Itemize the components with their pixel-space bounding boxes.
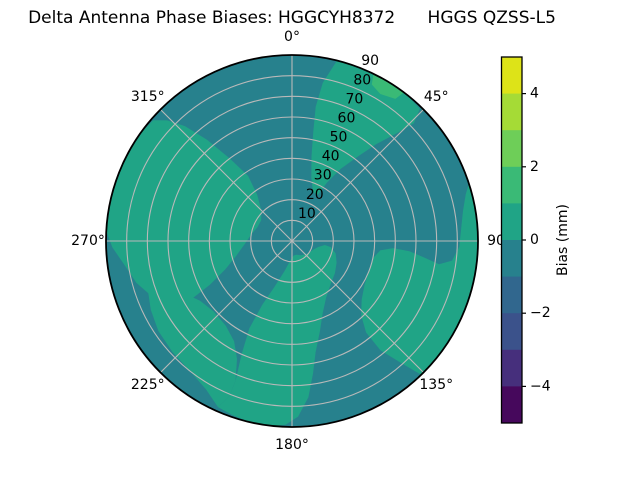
theta-tick-label-0: 0°	[284, 29, 300, 45]
grid-spoke-315	[160, 109, 293, 242]
contour-region-lower-left-band	[148, 292, 237, 408]
colorbar-band-2	[501, 130, 522, 168]
polar-rim	[105, 54, 479, 428]
colorbar-tick-label--4: −4	[530, 378, 551, 394]
theta-tick-label-45: 45°	[424, 89, 449, 105]
colorbar-band-4	[501, 203, 522, 241]
radial-tick-label-50: 50	[330, 130, 348, 146]
theta-tick-label-225: 225°	[131, 377, 165, 393]
radial-tick-label-70: 70	[345, 91, 363, 107]
theta-tick-label-315: 315°	[131, 89, 165, 105]
colorbar-tick-label-2: 2	[530, 159, 539, 175]
colorbar-tick-label-4: 4	[530, 86, 539, 102]
radial-tick-label-30: 30	[314, 168, 332, 184]
colorbar-band-1	[501, 93, 522, 131]
theta-tick-label-270: 270°	[71, 233, 105, 249]
colorbar-band-0	[501, 57, 522, 95]
colorbar-band-7	[501, 313, 522, 351]
contour-region-upper-left-lobe	[106, 120, 262, 308]
colorbar-band-6	[501, 276, 522, 314]
colorbar-band-8	[501, 349, 522, 387]
radial-tick-label-40: 40	[322, 149, 340, 165]
radial-tick-label-80: 80	[353, 72, 371, 88]
theta-tick-label-90: 90	[487, 233, 505, 249]
radial-tick-label-20: 20	[306, 187, 324, 203]
theta-tick-label-180: 180°	[275, 437, 309, 453]
colorbar-tick-label--2: −2	[530, 305, 551, 321]
contour-region-lower-right-lobe	[361, 183, 478, 375]
colorbar-band-9	[501, 386, 522, 424]
radial-tick-label-90: 90	[361, 53, 379, 69]
theta-tick-label-135: 135°	[419, 377, 453, 393]
colorbar-tick-label-0: 0	[530, 232, 539, 248]
colorbar-band-3	[501, 166, 522, 204]
contour-region-bottom-tongue-and-center	[218, 245, 337, 426]
colorbar-axis-label: Bias (mm)	[555, 204, 571, 276]
grid-spoke-225	[160, 240, 293, 373]
chart-title: Delta Antenna Phase Biases: HGGCYH8372 H…	[28, 8, 556, 28]
contour-region-rim-accent-sliver	[371, 73, 404, 99]
colorbar-band-5	[501, 240, 522, 278]
radial-tick-label-10: 10	[298, 206, 316, 222]
grid-spoke-45	[291, 109, 424, 242]
grid-spoke-135	[291, 240, 424, 373]
radial-tick-label-60: 60	[338, 110, 356, 126]
